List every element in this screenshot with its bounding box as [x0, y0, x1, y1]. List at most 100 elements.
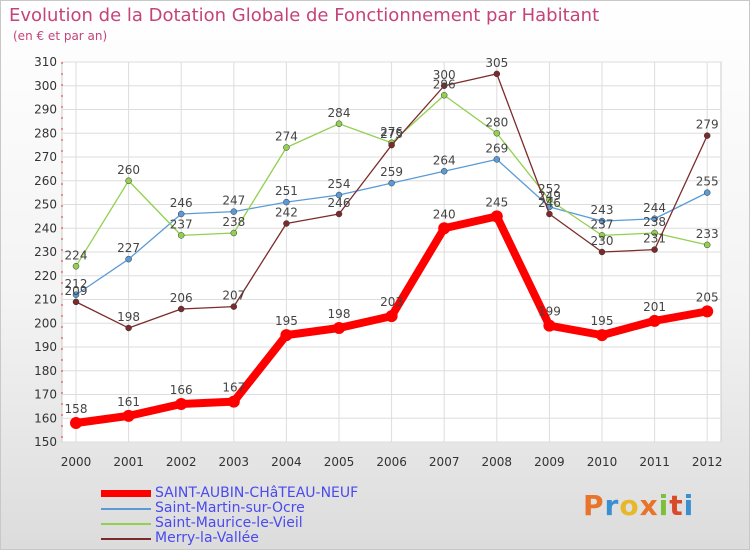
data-label: 233	[696, 227, 719, 241]
legend-swatch	[101, 508, 151, 510]
logo-letter: o	[619, 489, 640, 522]
y-tick-label: 240	[34, 221, 57, 235]
data-point	[70, 417, 82, 429]
x-tick-label: 2010	[587, 455, 618, 469]
chart-title: Evolution de la Dotation Globale de Fonc…	[9, 5, 600, 26]
data-point	[385, 310, 398, 323]
legend-swatch	[101, 538, 151, 540]
data-label: 243	[591, 203, 614, 217]
y-tick-label: 210	[34, 293, 57, 307]
data-point	[438, 222, 451, 235]
data-point	[651, 229, 658, 237]
data-label: 247	[222, 194, 245, 208]
data-point	[333, 322, 345, 334]
logo-letter: i	[683, 489, 695, 522]
y-tick-label: 290	[34, 103, 57, 117]
data-label: 274	[275, 130, 298, 144]
legend-swatch	[101, 523, 151, 525]
data-label: 305	[485, 56, 508, 70]
data-label: 199	[538, 305, 561, 319]
data-label: 240	[433, 207, 456, 221]
y-tick-label: 230	[34, 245, 57, 259]
data-label: 246	[538, 196, 561, 210]
data-label: 245	[485, 195, 508, 209]
data-point	[543, 319, 556, 332]
data-point	[598, 232, 606, 239]
data-label: 195	[275, 314, 298, 328]
data-label: 238	[643, 215, 666, 229]
x-tick-label: 2001	[113, 455, 144, 469]
logo-letter: P	[583, 489, 605, 522]
data-point	[175, 398, 188, 410]
proxiti-logo[interactable]: Proxiti	[583, 489, 694, 522]
data-label: 198	[328, 307, 351, 321]
data-point	[230, 303, 238, 310]
data-point	[280, 329, 293, 342]
data-label: 252	[538, 182, 561, 196]
logo-letter: r	[604, 489, 620, 522]
data-point	[125, 324, 132, 332]
legend-label: SAINT-AUBIN-CHâTEAU-NEUF	[155, 485, 359, 501]
data-point	[651, 215, 658, 222]
data-label: 242	[275, 206, 298, 220]
y-tick-label: 220	[34, 269, 57, 283]
data-point	[493, 156, 501, 163]
data-label: 260	[117, 163, 140, 177]
y-tick-label: 170	[34, 388, 57, 402]
data-label: 198	[117, 310, 140, 324]
data-label: 237	[170, 217, 193, 231]
legend-swatch	[101, 490, 151, 497]
logo-letter: x	[639, 489, 659, 522]
data-point	[546, 210, 553, 218]
data-label: 300	[433, 68, 456, 82]
x-tick-label: 2007	[429, 455, 460, 469]
data-label: 207	[222, 289, 245, 303]
data-point	[122, 409, 135, 422]
y-tick-label: 310	[34, 55, 57, 69]
data-label: 203	[380, 295, 403, 309]
y-tick-label: 150	[34, 435, 57, 449]
y-tick-label: 260	[34, 174, 57, 188]
data-point	[490, 210, 503, 223]
data-point	[125, 177, 132, 184]
data-point	[648, 314, 661, 327]
data-point	[388, 141, 395, 149]
data-label: 246	[170, 196, 193, 210]
data-point	[72, 298, 80, 306]
data-point	[701, 305, 714, 318]
data-label: 259	[380, 165, 403, 179]
data-point	[388, 179, 395, 187]
data-label: 255	[696, 175, 719, 189]
data-label: 254	[328, 177, 351, 191]
data-label: 269	[485, 141, 508, 155]
data-point	[651, 246, 658, 253]
y-tick-label: 300	[34, 79, 57, 93]
data-point	[72, 263, 80, 270]
x-tick-label: 2002	[166, 455, 197, 469]
data-point	[546, 196, 553, 203]
legend-label: Saint-Maurice-le-Vieil	[155, 515, 303, 531]
data-label: 161	[117, 395, 140, 409]
data-label: 264	[433, 153, 456, 167]
data-point	[493, 70, 501, 78]
data-point	[703, 241, 711, 249]
data-label: 212	[65, 277, 88, 291]
y-tick-label: 160	[34, 411, 57, 425]
data-point	[283, 144, 290, 151]
data-label: 231	[643, 232, 666, 246]
data-label: 158	[65, 402, 88, 416]
x-tick-label: 2000	[61, 455, 92, 469]
data-label: 280	[485, 115, 508, 129]
x-tick-label: 2006	[376, 455, 407, 469]
data-point	[598, 217, 606, 225]
legend-label: Merry-la-Vallée	[155, 530, 259, 546]
y-tick-label: 250	[34, 198, 57, 212]
data-point	[283, 198, 290, 206]
x-tick-label: 2008	[482, 455, 513, 469]
data-point	[335, 191, 343, 199]
data-point	[703, 189, 711, 196]
y-tick-label: 280	[34, 126, 57, 140]
x-tick-label: 2012	[692, 455, 723, 469]
data-point	[177, 210, 185, 218]
